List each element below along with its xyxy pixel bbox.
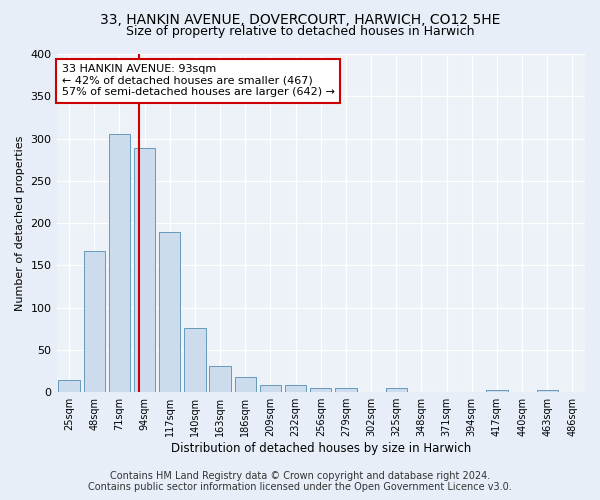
Bar (134, 148, 155, 392)
X-axis label: Distribution of detached houses by size in Harwich: Distribution of detached houses by size … (170, 442, 471, 455)
Bar (159, 232, 181, 392)
Bar (536, 390, 558, 392)
Bar (184, 328, 206, 392)
Text: 33, HANKIN AVENUE, DOVERCOURT, HARWICH, CO12 5HE: 33, HANKIN AVENUE, DOVERCOURT, HARWICH, … (100, 12, 500, 26)
Bar (235, 377, 256, 392)
Text: Size of property relative to detached houses in Harwich: Size of property relative to detached ho… (126, 25, 474, 38)
Text: 33 HANKIN AVENUE: 93sqm
← 42% of detached houses are smaller (467)
57% of semi-d: 33 HANKIN AVENUE: 93sqm ← 42% of detache… (62, 64, 335, 98)
Y-axis label: Number of detached properties: Number of detached properties (15, 136, 25, 311)
Bar (386, 388, 407, 392)
Bar (109, 134, 130, 392)
Bar (209, 366, 231, 392)
Bar (260, 384, 281, 392)
Bar (486, 390, 508, 392)
Text: Contains HM Land Registry data © Crown copyright and database right 2024.
Contai: Contains HM Land Registry data © Crown c… (88, 471, 512, 492)
Bar (335, 388, 356, 392)
Bar (310, 388, 331, 392)
Bar (285, 384, 307, 392)
Bar (58, 380, 80, 392)
Bar (83, 251, 105, 392)
